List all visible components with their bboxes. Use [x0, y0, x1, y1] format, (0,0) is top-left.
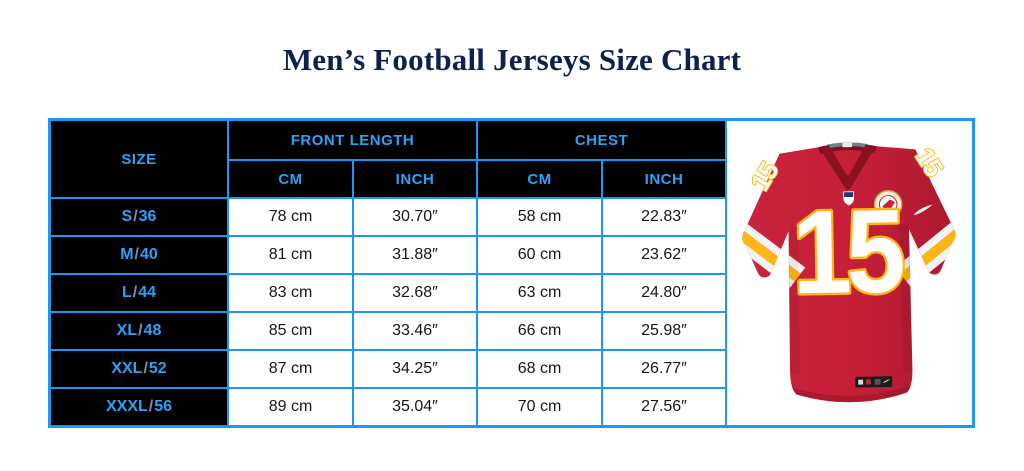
- subheader-chest-inch: INCH: [603, 161, 725, 197]
- value-cell: 22.83″: [603, 199, 725, 235]
- nfl-shield-icon: [842, 191, 854, 206]
- chiefs-patch-icon: [873, 189, 902, 219]
- subheader-front-inch: INCH: [354, 161, 476, 197]
- size-cell: XXL/52: [51, 351, 227, 387]
- collar: [817, 141, 876, 190]
- value-cell: 31.88″: [354, 237, 476, 273]
- value-cell: 26.77″: [603, 351, 725, 387]
- size-value: 36: [138, 208, 157, 225]
- value-cell: 34.25″: [354, 351, 476, 387]
- value-cell: 70 cm: [478, 389, 601, 425]
- value-cell: 87 cm: [229, 351, 352, 387]
- size-value: 52: [148, 360, 167, 377]
- value-cell: 68 cm: [478, 351, 601, 387]
- svg-text:15: 15: [791, 184, 904, 318]
- size-label: L: [121, 284, 132, 301]
- size-label: XXXL: [105, 398, 148, 415]
- value-cell: 81 cm: [229, 237, 352, 273]
- size-value: 48: [143, 322, 162, 339]
- value-cell: 58 cm: [478, 199, 601, 235]
- size-cell: M/40: [51, 237, 227, 273]
- collar-tag: [841, 141, 852, 148]
- size-cell: S/36: [51, 199, 227, 235]
- size-cell: XL/48: [51, 313, 227, 349]
- value-cell: 32.68″: [354, 275, 476, 311]
- size-value: 44: [138, 284, 157, 301]
- subheader-chest-cm: CM: [478, 161, 601, 197]
- header-front-length: FRONT LENGTH: [229, 121, 476, 159]
- size-label: S: [121, 208, 133, 225]
- chest-number: 15: [788, 182, 906, 321]
- header-size: SIZE: [51, 121, 227, 197]
- header-chest: CHEST: [478, 121, 725, 159]
- subheader-front-cm: CM: [229, 161, 352, 197]
- nike-swoosh-icon: [913, 204, 933, 215]
- size-chart-board: SIZE FRONT LENGTH CHEST CM INCH CM INCH …: [48, 118, 975, 428]
- size-separator: /: [132, 284, 138, 301]
- size-separator: /: [138, 322, 143, 339]
- size-cell: L/44: [51, 275, 227, 311]
- value-cell: 83 cm: [229, 275, 352, 311]
- size-value: 56: [154, 398, 173, 415]
- value-cell: 35.04″: [354, 389, 476, 425]
- size-label: XL: [116, 322, 138, 339]
- value-cell: 30.70″: [354, 199, 476, 235]
- value-cell: 85 cm: [229, 313, 352, 349]
- size-cell: XXXL/56: [51, 389, 227, 425]
- value-cell: 89 cm: [229, 389, 352, 425]
- jersey-product-image: 15 15 15: [727, 121, 972, 425]
- size-separator: /: [134, 246, 139, 263]
- page-title: Men’s Football Jerseys Size Chart: [282, 42, 742, 77]
- size-separator: /: [148, 398, 154, 415]
- value-cell: 60 cm: [478, 237, 601, 273]
- size-separator: /: [143, 360, 148, 377]
- size-label: XXL: [111, 360, 143, 377]
- value-cell: 25.98″: [603, 313, 725, 349]
- value-cell: 23.62″: [603, 237, 725, 273]
- jock-tag: [854, 376, 892, 388]
- value-cell: 66 cm: [478, 313, 601, 349]
- shading-left: [787, 225, 800, 375]
- size-label: M: [120, 246, 134, 263]
- value-cell: 78 cm: [229, 199, 352, 235]
- value-cell: 33.46″: [354, 313, 476, 349]
- value-cell: 24.80″: [603, 275, 725, 311]
- value-cell: 27.56″: [603, 389, 725, 425]
- value-cell: 63 cm: [478, 275, 601, 311]
- size-separator: /: [133, 208, 138, 225]
- jersey-illustration: 15 15 15: [740, 141, 958, 405]
- size-table: SIZE FRONT LENGTH CHEST CM INCH CM INCH …: [51, 121, 725, 425]
- size-value: 40: [139, 246, 158, 263]
